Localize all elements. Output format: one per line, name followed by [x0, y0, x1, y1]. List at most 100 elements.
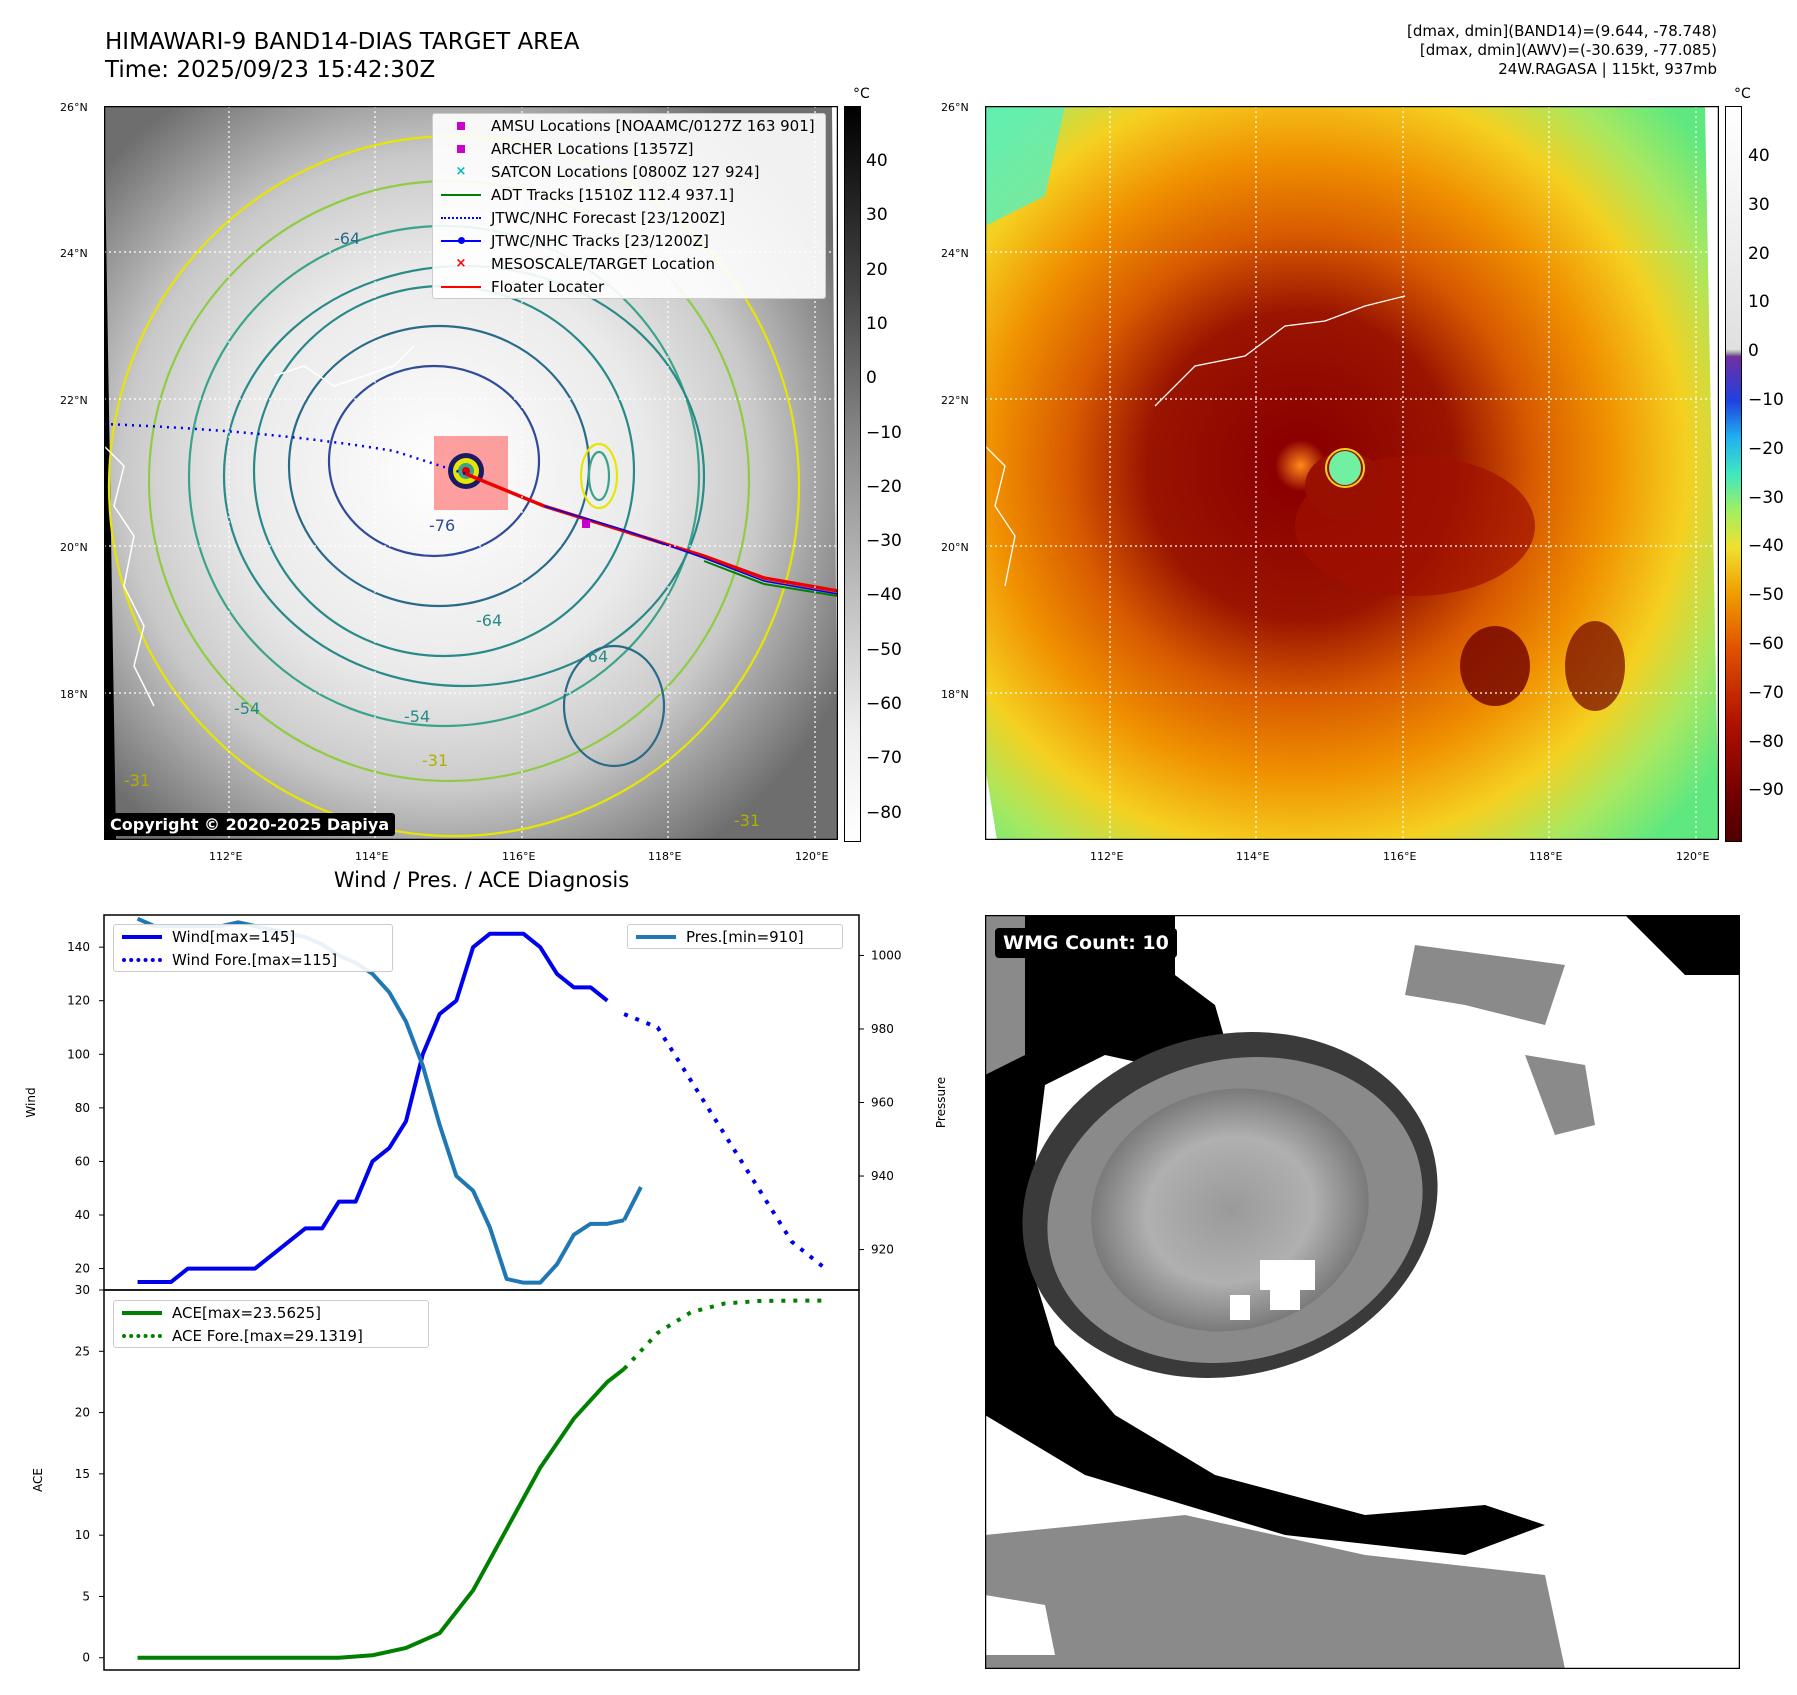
y-tick-label: 30	[75, 1283, 90, 1297]
contour-label: -64	[582, 647, 608, 666]
ir-colorbar	[844, 106, 861, 842]
lon-tick: 116°E	[1383, 850, 1417, 863]
line-icon	[122, 930, 162, 944]
y-tick-label: 140	[67, 940, 90, 954]
y-right-tick-label: 920	[871, 1243, 894, 1257]
legend-item: Wind Fore.[max=115]	[114, 948, 392, 971]
x-marker-icon: ×	[455, 163, 467, 179]
y-right-tick-label: 940	[871, 1169, 894, 1183]
contour-label: -54	[234, 699, 260, 718]
legend-item: JTWC/NHC Tracks [23/1200Z]	[433, 229, 825, 252]
archer-marker	[582, 520, 590, 528]
ace-legend: ACE[max=23.5625] ACE Fore.[max=29.1319]	[113, 1300, 429, 1348]
diagnostic-header: [dmax, dmin](BAND14)=(9.644, -78.748) [d…	[1407, 22, 1717, 79]
colorbar-tick: −50	[866, 639, 902, 660]
lat-tick: 26°N	[941, 101, 969, 114]
legend-item: Wind[max=145]	[114, 925, 392, 948]
lat-tick: 20°N	[60, 541, 88, 554]
colorbar-tick: −20	[1748, 438, 1784, 459]
lat-tick: 18°N	[941, 688, 969, 701]
lon-tick: 118°E	[648, 850, 682, 863]
line-marker-icon	[441, 280, 481, 294]
y-tick-label: 20	[75, 1262, 90, 1276]
legend-item: ADT Tracks [1510Z 112.4 937.1]	[433, 183, 825, 206]
wind-forecast-line	[623, 1012, 827, 1271]
colorbar-tick: 30	[866, 205, 888, 226]
ace-axis-label: ACE	[31, 1468, 45, 1492]
line-marker-icon	[441, 188, 481, 202]
colorbar-tick: 10	[1748, 292, 1770, 313]
colorbar-tick: −10	[1748, 390, 1784, 410]
colorbar-tick: 20	[1748, 243, 1770, 264]
legend-item: JTWC/NHC Forecast [23/1200Z]	[433, 206, 825, 229]
y-right-tick-label: 960	[871, 1096, 894, 1110]
colorbar-tick: −60	[1748, 634, 1784, 654]
colorbar-tick: −20	[866, 476, 902, 497]
legend-item: ARCHER Locations [1357Z]	[433, 137, 825, 160]
x-marker-icon: ×	[455, 255, 467, 271]
lat-tick: 18°N	[60, 688, 88, 701]
colorbar-tick: −50	[1748, 585, 1784, 606]
dotted-line-icon	[441, 211, 481, 225]
lon-tick: 114°E	[355, 850, 389, 863]
square-marker-icon	[441, 142, 481, 156]
line-icon	[636, 930, 676, 944]
awv-map	[985, 106, 1719, 840]
legend-item: AMSU Locations [NOAAMC/0127Z 163 901]	[433, 114, 825, 137]
y-tick-label: 0	[82, 1651, 90, 1665]
y-tick-label: 40	[75, 1208, 90, 1222]
figure-title: HIMAWARI-9 BAND14-DIAS TARGET AREA Time:…	[105, 28, 579, 84]
y-right-tick-label: 980	[871, 1022, 894, 1036]
contour-label: -31	[124, 771, 150, 790]
y-right-tick-label: 1000	[871, 948, 902, 962]
pressure-line	[136, 916, 625, 1285]
colorbar-tick: −60	[866, 694, 902, 714]
colorbar-tick: 40	[866, 151, 888, 171]
lon-tick: 114°E	[1236, 850, 1270, 863]
colorbar-tick: 0	[866, 368, 877, 389]
colorbar-tick: −70	[866, 748, 902, 769]
pressure-line	[622, 1186, 643, 1222]
square-marker-icon	[441, 119, 481, 133]
colorbar-tick: −40	[1748, 536, 1784, 557]
pressure-legend: Pres.[min=910]	[627, 924, 843, 949]
lat-tick: 22°N	[941, 394, 969, 407]
y-tick-label: 5	[82, 1589, 90, 1603]
title-line-2: Time: 2025/09/23 15:42:30Z	[105, 57, 436, 83]
colorbar-tick: −10	[866, 422, 902, 443]
dotted-line-icon	[122, 1329, 162, 1343]
colorbar-unit: °C	[1734, 86, 1751, 102]
map-legend: AMSU Locations [NOAAMC/0127Z 163 901] AR…	[432, 113, 826, 299]
line-icon	[122, 1306, 162, 1320]
legend-item: × SATCON Locations [0800Z 127 924]	[433, 160, 825, 183]
colorbar-tick: −90	[1748, 780, 1784, 801]
diagnosis-title: Wind / Pres. / ACE Diagnosis	[333, 868, 630, 892]
colorbar-tick: 40	[1748, 146, 1770, 166]
colorbar-tick: 20	[866, 259, 888, 280]
contour-label: -64	[334, 229, 360, 248]
colorbar-tick: −70	[1748, 682, 1784, 703]
lon-tick: 112°E	[1090, 850, 1124, 863]
title-line-1: HIMAWARI-9 BAND14-DIAS TARGET AREA	[105, 29, 580, 55]
colorbar-tick: −40	[866, 585, 902, 606]
line-dot-marker-icon	[441, 234, 481, 248]
eye-marker	[1329, 451, 1361, 485]
lon-tick: 116°E	[502, 850, 536, 863]
wind-line	[137, 931, 609, 1284]
lat-tick: 24°N	[60, 247, 88, 260]
legend-item: ACE Fore.[max=29.1319]	[114, 1324, 428, 1347]
pressure-axis-label: Pressure	[934, 1077, 948, 1128]
y-tick-label: 100	[67, 1047, 90, 1061]
colorbar-tick: −30	[866, 531, 902, 552]
copyright-badge: Copyright © 2020-2025 Dapiya	[104, 813, 396, 836]
legend-item: Floater Locater	[433, 275, 825, 298]
lat-tick: 22°N	[60, 394, 88, 407]
wind-axis-label: Wind	[24, 1087, 38, 1117]
legend-item: ACE[max=23.5625]	[114, 1301, 428, 1324]
ace-line	[137, 1367, 626, 1660]
colorbar-unit: °C	[853, 86, 870, 102]
contour-label: -31	[734, 811, 760, 830]
lat-tick: 20°N	[941, 541, 969, 554]
y-tick-label: 20	[75, 1406, 90, 1420]
lat-tick: 26°N	[60, 101, 88, 114]
